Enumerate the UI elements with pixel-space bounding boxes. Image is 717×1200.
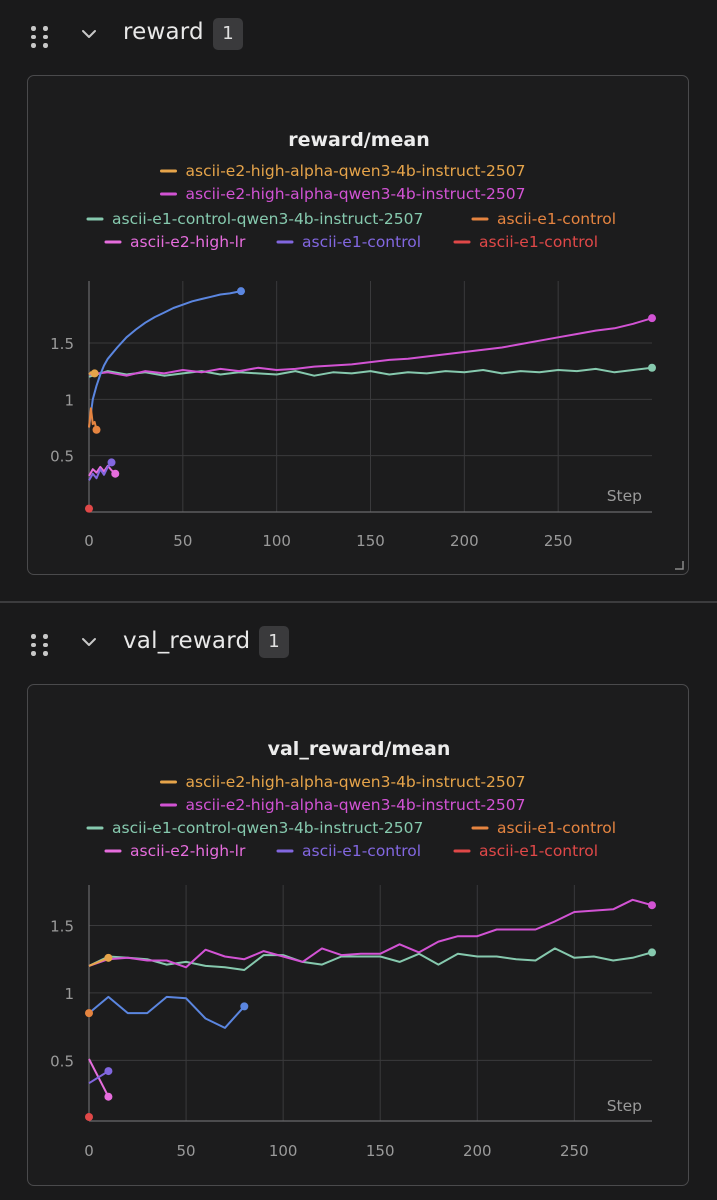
chart-panel-reward[interactable]: reward/mean ascii-e2-high-alpha-qwen3-4b-…: [27, 75, 689, 575]
x-tick-label: 50: [177, 1142, 196, 1160]
x-tick-label: 50: [173, 532, 192, 550]
series-line[interactable]: [88, 464, 116, 477]
section-header-val-reward: val_reward 1: [0, 612, 717, 672]
reward-mean-chart[interactable]: reward/mean ascii-e2-high-alpha-qwen3-4b-…: [28, 76, 687, 573]
section-title[interactable]: reward: [123, 19, 204, 45]
series-end-marker[interactable]: [111, 469, 120, 478]
series-line[interactable]: [88, 407, 98, 430]
series-line[interactable]: [88, 317, 653, 377]
y-tick-label: 1.5: [50, 335, 74, 353]
chevron-down-icon[interactable]: [80, 633, 98, 651]
chart-title: val_reward/mean: [268, 738, 451, 760]
legend-item[interactable]: ascii-e2-high-alpha-qwen3-4b-instruct-25…: [160, 773, 526, 791]
series-end-marker[interactable]: [648, 901, 656, 910]
legend-item[interactable]: ascii-e2-high-lr: [104, 233, 246, 251]
drag-handle-icon[interactable]: [31, 26, 49, 48]
legend-label: ascii-e1-control: [497, 819, 616, 837]
series-end-marker[interactable]: [237, 287, 246, 296]
series-line[interactable]: [88, 366, 653, 378]
x-tick-label: 100: [269, 1142, 298, 1160]
legend-item[interactable]: ascii-e1-control: [471, 210, 616, 228]
series-line[interactable]: [88, 461, 113, 481]
series-end-marker[interactable]: [104, 953, 113, 962]
series-end-marker[interactable]: [104, 1092, 113, 1101]
series-end-marker[interactable]: [92, 425, 101, 434]
legend-item[interactable]: ascii-e1-control-qwen3-4b-instruct-2507: [86, 819, 423, 837]
x-tick-label: 200: [450, 532, 479, 550]
section-title[interactable]: val_reward: [123, 628, 251, 654]
series-end-marker[interactable]: [85, 504, 93, 513]
series-line[interactable]: [88, 947, 653, 971]
legend-label: ascii-e1-control: [302, 233, 421, 251]
y-tick-label: 0.5: [50, 448, 74, 466]
legend-label: ascii-e2-high-lr: [130, 233, 246, 251]
legend-item[interactable]: ascii-e2-high-alpha-qwen3-4b-instruct-25…: [160, 185, 526, 203]
legend-label: ascii-e2-high-alpha-qwen3-4b-instruct-25…: [186, 773, 526, 791]
y-tick-label: 1: [64, 985, 74, 1003]
x-tick-label: 0: [84, 1142, 94, 1160]
y-tick-label: 1: [64, 391, 74, 409]
val-reward-mean-chart[interactable]: val_reward/mean ascii-e2-high-alpha-qwen3…: [28, 685, 687, 1184]
series-end-marker[interactable]: [107, 458, 116, 467]
legend-item[interactable]: ascii-e2-high-alpha-qwen3-4b-instruct-25…: [160, 162, 526, 180]
legend-item[interactable]: ascii-e1-control: [453, 233, 598, 251]
chart-title: reward/mean: [288, 129, 430, 151]
series-end-marker[interactable]: [90, 369, 99, 378]
legend-label: ascii-e2-high-alpha-qwen3-4b-instruct-25…: [186, 796, 526, 814]
section-header-reward: reward 1: [0, 4, 717, 64]
series-end-marker[interactable]: [85, 1009, 93, 1018]
legend-label: ascii-e1-control: [302, 842, 421, 860]
legend-item[interactable]: ascii-e2-high-alpha-qwen3-4b-instruct-25…: [160, 796, 526, 814]
x-tick-label: 150: [366, 1142, 395, 1160]
legend-item[interactable]: ascii-e1-control-qwen3-4b-instruct-2507: [86, 210, 423, 228]
series-end-marker[interactable]: [648, 363, 656, 372]
legend-item[interactable]: ascii-e1-control: [453, 842, 598, 860]
legend-label: ascii-e1-control-qwen3-4b-instruct-2507: [112, 210, 423, 228]
series-end-marker[interactable]: [104, 1067, 113, 1076]
x-axis-label: Step: [607, 487, 642, 505]
legend-label: ascii-e2-high-alpha-qwen3-4b-instruct-25…: [186, 185, 526, 203]
legend-item[interactable]: ascii-e1-control: [471, 819, 616, 837]
count-badge: 1: [259, 626, 289, 658]
chart-panel-val-reward[interactable]: val_reward/mean ascii-e2-high-alpha-qwen3…: [27, 684, 689, 1186]
series-end-marker[interactable]: [648, 948, 656, 957]
legend-item[interactable]: ascii-e2-high-lr: [104, 842, 246, 860]
legend-label: ascii-e2-high-lr: [130, 842, 246, 860]
count-badge: 1: [213, 18, 243, 50]
series-line[interactable]: [88, 898, 653, 969]
section-divider: [0, 601, 717, 603]
y-tick-label: 1.5: [50, 917, 74, 935]
x-tick-label: 0: [84, 532, 94, 550]
legend-label: ascii-e1-control-qwen3-4b-instruct-2507: [112, 819, 423, 837]
x-tick-label: 150: [356, 532, 385, 550]
resize-handle-icon[interactable]: [674, 560, 684, 570]
x-tick-label: 250: [560, 1142, 589, 1160]
x-tick-label: 200: [463, 1142, 492, 1160]
chevron-down-icon[interactable]: [80, 25, 98, 43]
series-line[interactable]: [88, 290, 242, 428]
series-end-marker[interactable]: [85, 1112, 93, 1121]
y-tick-label: 0.5: [50, 1052, 74, 1070]
x-tick-label: 250: [544, 532, 573, 550]
legend-label: ascii-e1-control: [479, 233, 598, 251]
x-axis-label: Step: [607, 1097, 642, 1115]
x-tick-label: 100: [262, 532, 291, 550]
legend-label: ascii-e2-high-alpha-qwen3-4b-instruct-25…: [186, 162, 526, 180]
series-end-marker[interactable]: [240, 1002, 249, 1011]
drag-handle-icon[interactable]: [31, 634, 49, 656]
legend-label: ascii-e1-control: [497, 210, 616, 228]
series-end-marker[interactable]: [648, 314, 656, 323]
legend-item[interactable]: ascii-e1-control: [276, 233, 421, 251]
series-line[interactable]: [88, 995, 246, 1029]
legend-item[interactable]: ascii-e1-control: [276, 842, 421, 860]
legend-label: ascii-e1-control: [479, 842, 598, 860]
